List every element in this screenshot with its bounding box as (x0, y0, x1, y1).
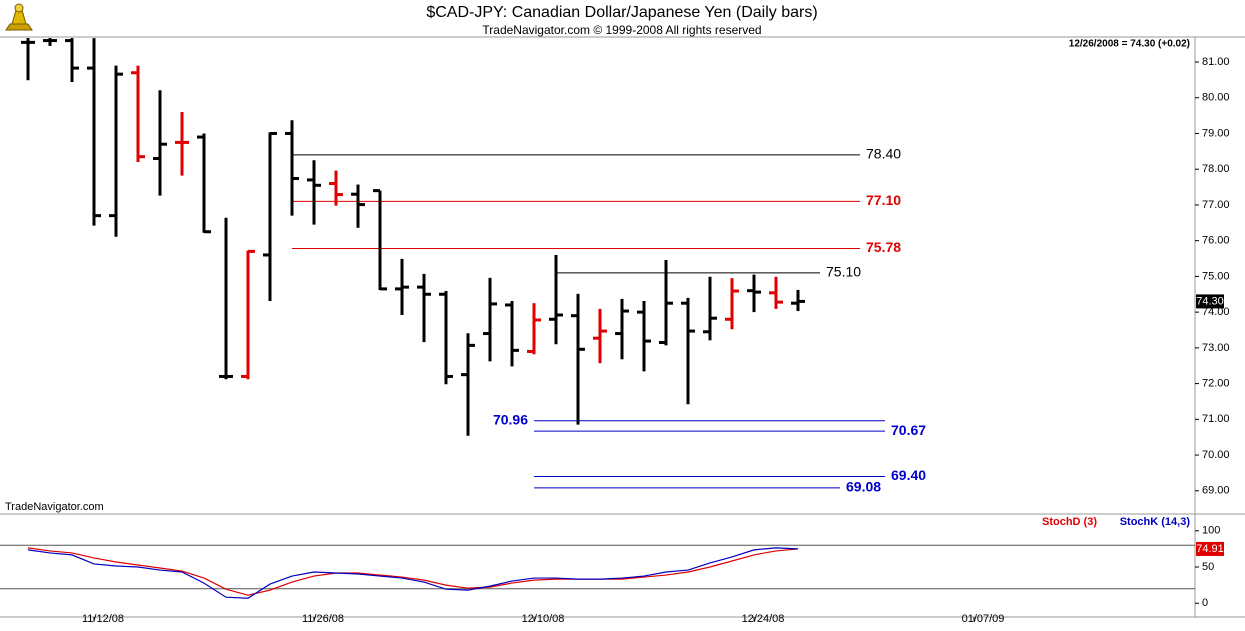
ohlc-bar (285, 120, 299, 216)
ohlc-bar (351, 184, 365, 228)
ohlc-bar (263, 131, 277, 302)
level-label: 70.67 (891, 422, 926, 438)
ohlc-bar (615, 298, 629, 360)
y-tick-label: 76.00 (1202, 235, 1230, 247)
y-tick-label: 81.00 (1202, 56, 1230, 68)
ohlc-bar (329, 170, 343, 206)
y-tick-label: 72.00 (1202, 377, 1230, 389)
y-tick-label: 70.00 (1202, 449, 1230, 461)
y-tick-label: 80.00 (1202, 92, 1230, 104)
stoch-line (27, 547, 799, 596)
x-tick-label: 11/12/08 (82, 613, 124, 625)
y-tick-label: 50 (1202, 561, 1214, 573)
last-value-label: 74.91 (1196, 543, 1224, 555)
last-price-label: 74.30 (1196, 295, 1224, 307)
ohlc-bar (791, 289, 805, 312)
y-tick-label: 78.00 (1202, 163, 1230, 175)
x-tick-label: 11/26/08 (302, 613, 344, 625)
status-text: 12/26/2008 = 74.30 (+0.02) (1069, 39, 1190, 50)
ohlc-bar (241, 249, 255, 380)
ohlc-bar (417, 273, 431, 343)
level-label: 75.10 (826, 264, 861, 280)
ohlc-bar (21, 38, 35, 81)
x-tick-label: 01/07/09 (962, 613, 1005, 625)
ohlc-bar (527, 303, 541, 355)
chart-title: $CAD-JPY: Canadian Dollar/Japanese Yen (… (426, 4, 817, 21)
ohlc-bar (373, 189, 387, 291)
ohlc-bar (747, 274, 761, 313)
ohlc-bar (153, 90, 167, 196)
y-tick-label: 0 (1202, 597, 1208, 609)
ohlc-bar (681, 297, 695, 405)
ohlc-bar (549, 254, 563, 345)
last-value-box (1196, 541, 1224, 556)
ohlc-bar (483, 277, 497, 362)
y-tick-label: 74.00 (1202, 306, 1230, 318)
chart-subtitle: TradeNavigator.com © 1999-2008 All right… (482, 23, 761, 37)
ohlc-bar (769, 276, 783, 309)
ohlc-bar (87, 38, 101, 226)
ohlc-bar (131, 65, 145, 163)
ohlc-bar (659, 259, 673, 346)
y-tick-label: 69.00 (1202, 485, 1230, 497)
level-label: 70.96 (493, 411, 528, 427)
x-tick-label: 12/24/08 (742, 613, 785, 625)
x-tick-label: 12/10/08 (522, 613, 565, 625)
stoch-line (27, 547, 799, 599)
ohlc-bar (307, 160, 321, 225)
last-price-box (1196, 294, 1224, 309)
ohlc-bar (703, 276, 717, 341)
level-label: 78.40 (866, 146, 901, 162)
level-label: 77.10 (866, 192, 901, 208)
level-label: 69.08 (846, 479, 881, 495)
ohlc-bar (461, 333, 475, 436)
logo (5, 3, 33, 31)
watermark: TradeNavigator.com (5, 501, 104, 513)
y-tick-label: 75.00 (1202, 270, 1230, 282)
y-tick-label: 79.00 (1202, 127, 1230, 139)
ohlc-bar (439, 291, 453, 385)
ohlc-bar (725, 278, 739, 330)
ohlc-bar (219, 217, 233, 380)
y-tick-label: 77.00 (1202, 199, 1230, 211)
ohlc-bar (637, 301, 651, 372)
ohlc-bar (65, 38, 79, 83)
ohlc-bar (175, 112, 189, 176)
y-tick-label: 71.00 (1202, 413, 1230, 425)
ohlc-bar (395, 258, 409, 315)
legend-entry: StochD (3) (1042, 516, 1097, 528)
ohlc-bar (593, 308, 607, 364)
y-tick-label: 73.00 (1202, 342, 1230, 354)
ohlc-bar (571, 293, 585, 425)
legend-entry: StochK (14,3) (1120, 516, 1191, 528)
ohlc-bar (505, 301, 519, 367)
ohlc-bar (43, 38, 57, 46)
y-tick-label: 100 (1202, 525, 1220, 537)
level-label: 75.78 (866, 239, 901, 255)
ohlc-bar (197, 133, 211, 234)
level-label: 69.40 (891, 467, 926, 483)
ohlc-bar (109, 65, 123, 237)
